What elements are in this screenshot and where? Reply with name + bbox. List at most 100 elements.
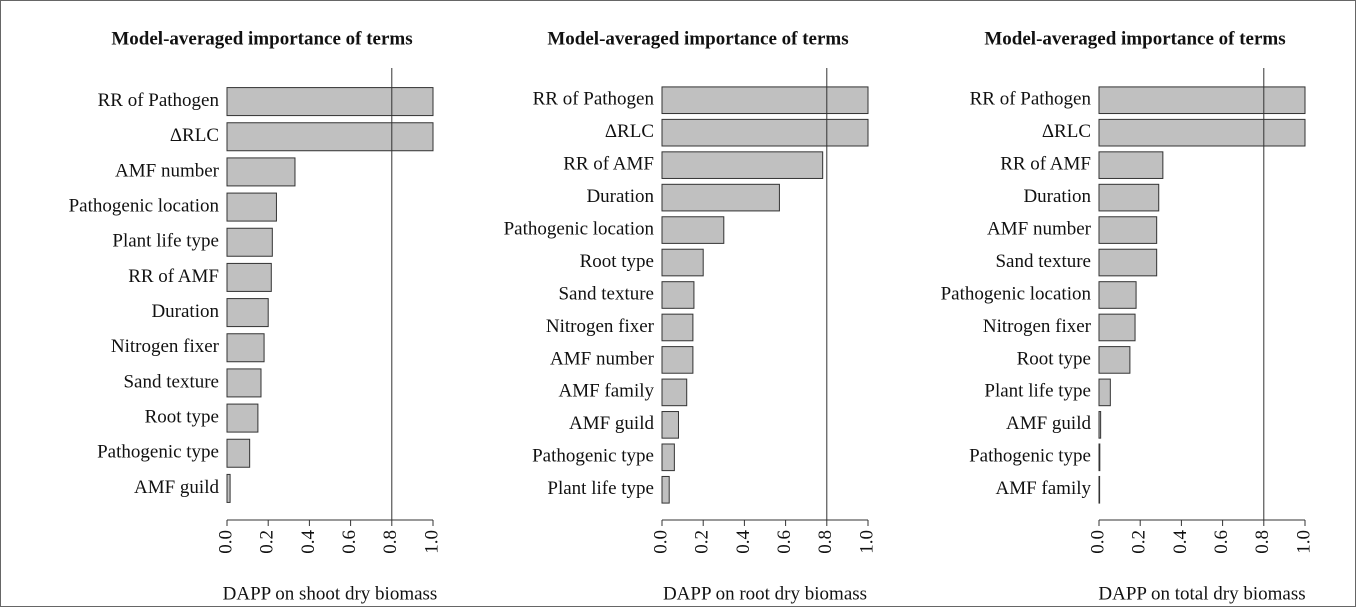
bar	[1098, 281, 1137, 309]
bar	[661, 281, 695, 309]
category-label: AMF family	[995, 478, 1091, 499]
category-label: Nitrogen fixer	[546, 316, 655, 337]
x-tick-label: 0.0	[215, 530, 236, 554]
category-label: Duration	[586, 186, 654, 207]
x-tick-label: 0.2	[1129, 530, 1150, 554]
x-axis-label: DAPP on total dry biomass	[1098, 583, 1305, 604]
bar	[661, 151, 824, 179]
category-label: Pathogenic type	[97, 442, 219, 463]
bar	[226, 262, 272, 292]
category-label: Pathogenic location	[69, 195, 220, 216]
x-tick-label: 0.8	[815, 530, 836, 554]
x-tick-label: 0.2	[692, 530, 713, 554]
category-label: ΔRLC	[1042, 121, 1091, 142]
bar	[1098, 151, 1164, 179]
category-label: AMF number	[550, 348, 655, 369]
category-label: AMF number	[115, 160, 220, 181]
x-axis-label: DAPP on root dry biomass	[663, 583, 867, 604]
bar	[661, 216, 725, 244]
x-tick-label: 0.8	[380, 530, 401, 554]
bar	[1098, 86, 1306, 115]
category-label: Plant life type	[984, 381, 1091, 402]
bar	[661, 346, 694, 374]
bar	[661, 313, 694, 342]
category-label: AMF guild	[134, 477, 219, 498]
bar	[226, 333, 265, 363]
category-label: Sand texture	[123, 371, 219, 392]
x-tick-label: 0.6	[774, 530, 795, 554]
category-label: RR of Pathogen	[533, 89, 655, 110]
category-label: RR of AMF	[128, 266, 219, 287]
chart-title: Model-averaged importance of terms	[984, 28, 1285, 49]
bar	[1098, 118, 1306, 147]
x-tick-label: 0.4	[298, 530, 319, 554]
bar	[226, 438, 251, 468]
category-label: RR of Pathogen	[970, 89, 1092, 110]
bar	[1098, 313, 1136, 342]
x-tick-label: 1.0	[1293, 530, 1314, 554]
bar	[226, 473, 231, 503]
bar	[226, 157, 296, 187]
x-tick-label: 0.0	[1087, 530, 1108, 554]
category-label: RR of AMF	[1000, 154, 1091, 175]
bar	[226, 192, 277, 222]
bar	[1098, 216, 1158, 244]
x-tick-label: 0.6	[1211, 530, 1232, 554]
category-label: Root type	[1017, 348, 1091, 369]
category-label: Root type	[145, 406, 219, 427]
chart-title: Model-averaged importance of terms	[111, 28, 412, 49]
category-label: Pathogenic location	[504, 218, 655, 239]
bar	[1098, 346, 1131, 374]
category-label: Nitrogen fixer	[111, 336, 220, 357]
bar	[661, 248, 704, 277]
category-label: Duration	[1023, 186, 1091, 207]
bar	[661, 183, 780, 212]
category-label: Duration	[151, 301, 219, 322]
category-label: ΔRLC	[605, 121, 654, 142]
bar	[226, 122, 434, 152]
x-tick-label: 0.4	[733, 530, 754, 554]
category-label: Sand texture	[995, 251, 1091, 272]
x-tick-label: 0.8	[1252, 530, 1273, 554]
category-label: Plant life type	[547, 478, 654, 499]
bar	[661, 118, 869, 147]
category-label: AMF number	[987, 218, 1092, 239]
category-label: Sand texture	[558, 283, 654, 304]
chart-title: Model-averaged importance of terms	[547, 28, 848, 49]
bar	[661, 411, 679, 439]
category-label: Plant life type	[112, 231, 219, 252]
bar	[226, 368, 262, 398]
x-tick-label: 1.0	[421, 530, 442, 554]
bar	[1098, 248, 1158, 277]
bar	[226, 87, 434, 117]
category-label: AMF family	[558, 381, 654, 402]
bar	[1098, 475, 1101, 504]
bar	[661, 378, 688, 407]
category-label: AMF guild	[569, 413, 654, 434]
category-label: Nitrogen fixer	[983, 316, 1092, 337]
category-label: ΔRLC	[170, 125, 219, 146]
bar	[226, 403, 259, 433]
category-label: RR of AMF	[563, 154, 654, 175]
bar	[661, 475, 670, 504]
bar	[661, 86, 869, 115]
x-tick-label: 0.0	[650, 530, 671, 554]
bar	[1098, 443, 1101, 472]
x-tick-label: 0.6	[339, 530, 360, 554]
bar	[226, 227, 273, 257]
bar	[226, 298, 269, 328]
category-label: Pathogenic location	[941, 283, 1092, 304]
category-label: Pathogenic type	[969, 446, 1091, 467]
x-tick-label: 1.0	[856, 530, 877, 554]
bar	[1098, 411, 1102, 439]
bar	[661, 443, 675, 472]
category-label: Root type	[580, 251, 654, 272]
category-label: AMF guild	[1006, 413, 1091, 434]
bar	[1098, 183, 1160, 212]
category-label: RR of Pathogen	[98, 90, 220, 111]
x-tick-label: 0.4	[1170, 530, 1191, 554]
bar	[1098, 378, 1111, 407]
x-tick-label: 0.2	[257, 530, 278, 554]
x-axis-label: DAPP on shoot dry biomass	[223, 583, 438, 604]
